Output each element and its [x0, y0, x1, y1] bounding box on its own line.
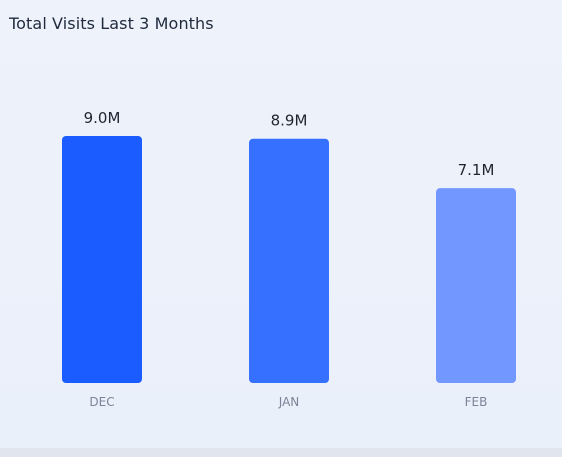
data-label-jan: 8.9M: [271, 112, 308, 130]
data-label-dec: 9.0M: [84, 109, 121, 127]
category-label-dec: DEC: [89, 395, 114, 409]
card-bottom-divider: [0, 448, 562, 457]
category-label-feb: FEB: [465, 395, 488, 409]
bar-jan[interactable]: [249, 138, 329, 383]
bar-feb[interactable]: [436, 188, 516, 383]
category-label-jan: JAN: [278, 395, 300, 409]
chart-title: Total Visits Last 3 Months: [9, 14, 214, 33]
data-label-feb: 7.1M: [458, 161, 495, 179]
bar-dec[interactable]: [62, 136, 142, 383]
